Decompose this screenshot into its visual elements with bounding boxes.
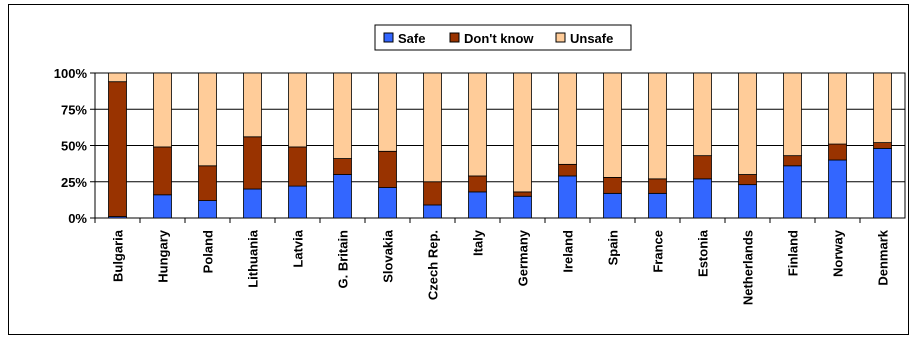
bar-segment-don-t-know — [108, 81, 127, 217]
bar-segment-don-t-know — [288, 146, 307, 187]
bar-segment-don-t-know — [513, 191, 532, 197]
category-label: Italy — [471, 229, 486, 256]
bar-segment-don-t-know — [828, 143, 847, 161]
category-label: Norway — [831, 229, 846, 277]
bar-segment-unsafe — [333, 72, 352, 159]
bar-segment-don-t-know — [783, 155, 802, 167]
bar-segment-unsafe — [873, 72, 892, 143]
y-tick-label: 0% — [68, 211, 87, 226]
bar-segment-safe — [828, 159, 847, 219]
bar-segment-don-t-know — [333, 158, 352, 175]
y-tick-label: 50% — [61, 139, 87, 154]
bar-segment-unsafe — [468, 72, 487, 177]
bar-segment-unsafe — [288, 72, 307, 148]
category-label: Netherlands — [741, 230, 756, 305]
bar-segment-don-t-know — [558, 163, 577, 177]
bar-segment-unsafe — [603, 72, 622, 178]
bar-segment-safe — [693, 178, 712, 219]
category-label: Slovakia — [381, 229, 396, 283]
bar-segment-unsafe — [423, 72, 442, 183]
bar-segment-don-t-know — [243, 136, 262, 190]
bar-segment-don-t-know — [153, 146, 172, 196]
bar-segment-safe — [468, 191, 487, 219]
bar-segment-safe — [423, 204, 442, 219]
y-tick-label: 25% — [61, 175, 87, 190]
bar-segment-unsafe — [108, 72, 127, 83]
bar-segment-don-t-know — [423, 181, 442, 206]
category-label: Lithuania — [246, 229, 261, 288]
category-label: G. Britain — [336, 230, 351, 289]
bar-segment-unsafe — [648, 72, 667, 180]
category-label: Bulgaria — [111, 229, 126, 282]
category-label: Germany — [516, 229, 531, 286]
legend-box — [374, 24, 632, 51]
bar-segment-safe — [603, 192, 622, 219]
legend-label: Safe — [398, 31, 425, 46]
bar-segment-safe — [873, 147, 892, 219]
legend-swatch — [555, 32, 566, 43]
legend: Safe Don't know Unsafe — [374, 24, 632, 51]
bar-segment-unsafe — [783, 72, 802, 157]
bar-segment-safe — [513, 195, 532, 219]
plot-area: 0% 25% 50% 75% 100% Bulgaria Hungary Poland Lith… — [54, 66, 906, 305]
bar-segment-don-t-know — [648, 178, 667, 194]
bar-segment-safe — [783, 165, 802, 219]
bar-segment-safe — [378, 187, 397, 219]
category-label: Latvia — [291, 229, 306, 267]
bar-segment-unsafe — [828, 72, 847, 145]
legend-swatch — [449, 32, 460, 43]
bar-segment-safe — [558, 175, 577, 219]
bar-segment-safe — [333, 174, 352, 219]
category-label: Spain — [606, 230, 621, 265]
category-label: Ireland — [561, 230, 576, 273]
category-label: France — [651, 230, 666, 273]
bar-segment-don-t-know — [378, 150, 397, 188]
y-tick-label: 75% — [61, 102, 87, 117]
bar-segment-unsafe — [198, 72, 217, 167]
bar-segment-unsafe — [153, 72, 172, 148]
y-tick-label: 100% — [54, 66, 88, 81]
bar-segment-don-t-know — [873, 142, 892, 149]
bar-segment-unsafe — [738, 72, 757, 175]
bar-segment-safe — [648, 192, 667, 219]
bar-segment-safe — [738, 184, 757, 219]
bar-segment-don-t-know — [198, 165, 217, 202]
bar-segment-unsafe — [558, 72, 577, 165]
legend-swatch — [383, 32, 394, 43]
category-label: Poland — [201, 230, 216, 273]
bar-segment-don-t-know — [468, 175, 487, 193]
bar-segment-unsafe — [693, 72, 712, 157]
legend-label: Unsafe — [570, 31, 613, 46]
bar-segment-safe — [153, 194, 172, 219]
bar-segment-safe — [198, 200, 217, 219]
category-label: Estonia — [696, 229, 711, 277]
category-label: Denmark — [876, 229, 891, 285]
category-label: Czech Rep. — [426, 230, 441, 300]
bar-segment-don-t-know — [738, 174, 757, 186]
bar-segment-don-t-know — [693, 155, 712, 180]
bar-segment-safe — [243, 188, 262, 219]
category-label: Finland — [786, 230, 801, 276]
bar-segment-safe — [288, 185, 307, 219]
bar-segment-don-t-know — [603, 176, 622, 194]
legend-label: Don't know — [464, 31, 534, 46]
category-label: Hungary — [156, 229, 171, 283]
bar-segment-unsafe — [243, 72, 262, 138]
bar-segment-unsafe — [378, 72, 397, 152]
bar-segment-unsafe — [513, 72, 532, 193]
